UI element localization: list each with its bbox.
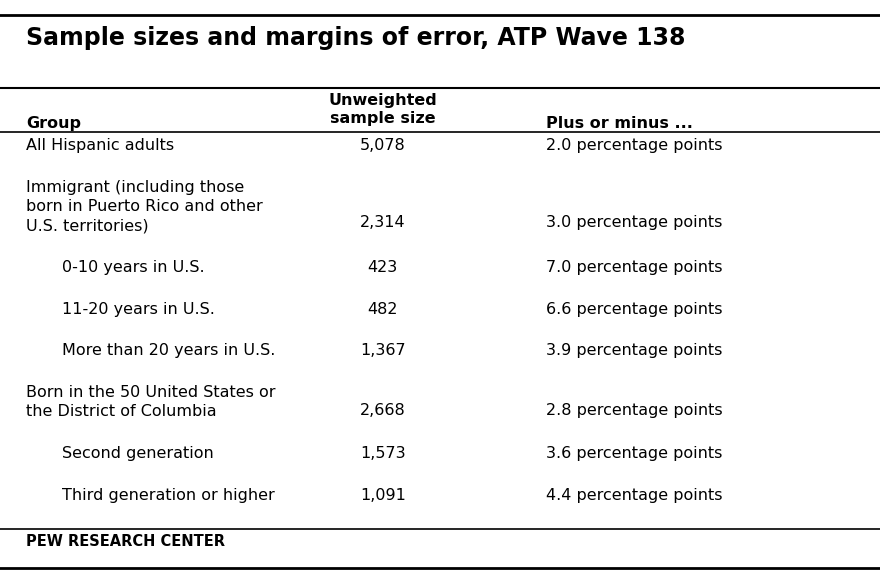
Text: 0-10 years in U.S.: 0-10 years in U.S. bbox=[62, 260, 204, 275]
Text: Plus or minus ...: Plus or minus ... bbox=[546, 116, 693, 131]
Text: 2,668: 2,668 bbox=[360, 403, 406, 418]
Text: Immigrant (including those
born in Puerto Rico and other
U.S. territories): Immigrant (including those born in Puert… bbox=[26, 180, 263, 233]
Text: Sample sizes and margins of error, ATP Wave 138: Sample sizes and margins of error, ATP W… bbox=[26, 26, 686, 50]
Text: 3.9 percentage points: 3.9 percentage points bbox=[546, 343, 722, 358]
Text: 3.6 percentage points: 3.6 percentage points bbox=[546, 446, 722, 461]
Text: 7.0 percentage points: 7.0 percentage points bbox=[546, 260, 722, 275]
Text: Third generation or higher: Third generation or higher bbox=[62, 488, 275, 503]
Text: Group: Group bbox=[26, 116, 81, 131]
Text: 1,091: 1,091 bbox=[360, 488, 406, 503]
Text: 1,367: 1,367 bbox=[360, 343, 406, 358]
Text: Unweighted
sample size: Unweighted sample size bbox=[328, 93, 437, 126]
Text: Born in the 50 United States or
the District of Columbia: Born in the 50 United States or the Dist… bbox=[26, 385, 276, 419]
Text: 2,314: 2,314 bbox=[360, 215, 406, 230]
Text: 1,573: 1,573 bbox=[360, 446, 406, 461]
Text: 2.8 percentage points: 2.8 percentage points bbox=[546, 403, 722, 418]
Text: 423: 423 bbox=[368, 260, 398, 275]
Text: All Hispanic adults: All Hispanic adults bbox=[26, 138, 174, 153]
Text: 482: 482 bbox=[368, 302, 398, 317]
Text: Second generation: Second generation bbox=[62, 446, 213, 461]
Text: 6.6 percentage points: 6.6 percentage points bbox=[546, 302, 722, 317]
Text: PEW RESEARCH CENTER: PEW RESEARCH CENTER bbox=[26, 534, 225, 549]
Text: 11-20 years in U.S.: 11-20 years in U.S. bbox=[62, 302, 215, 317]
Text: More than 20 years in U.S.: More than 20 years in U.S. bbox=[62, 343, 275, 358]
Text: 2.0 percentage points: 2.0 percentage points bbox=[546, 138, 722, 153]
Text: 3.0 percentage points: 3.0 percentage points bbox=[546, 215, 722, 230]
Text: 5,078: 5,078 bbox=[360, 138, 406, 153]
Text: 4.4 percentage points: 4.4 percentage points bbox=[546, 488, 722, 503]
